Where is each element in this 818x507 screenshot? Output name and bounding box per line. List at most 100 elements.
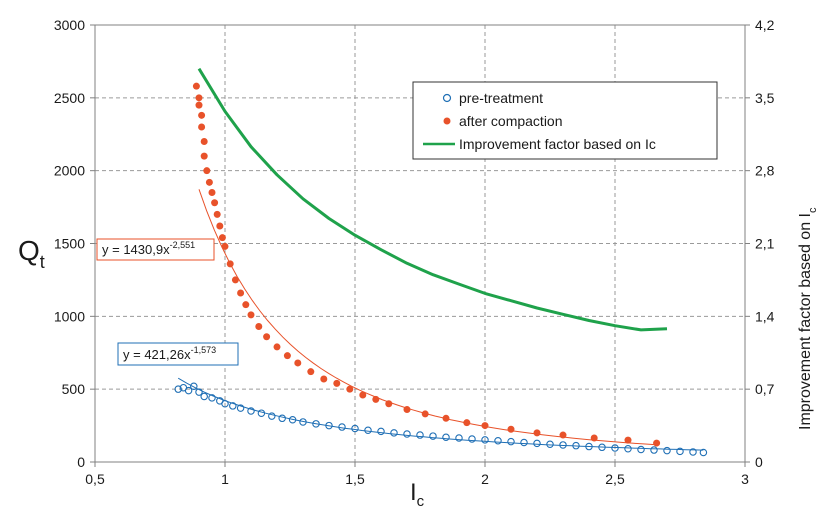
equation-after-compaction: y = 1430,9x-2,551 (96, 238, 215, 261)
after-compaction-point (403, 406, 411, 414)
after-compaction-point (213, 210, 221, 218)
pre-treatment-point (546, 440, 554, 448)
after-compaction-point (359, 391, 367, 399)
pre-treatment-point (221, 399, 229, 408)
y2-tick-label: 1,4 (755, 308, 775, 324)
pre-treatment-point (611, 444, 619, 452)
after-compaction-point (346, 385, 354, 393)
after-compaction-point (205, 178, 213, 186)
after-compaction-point (195, 101, 203, 109)
equation-box-after (96, 238, 215, 261)
equation-text-pre: y = 421,26x-1,573 (123, 345, 216, 362)
legend-marker-after-compaction (443, 117, 451, 125)
after-compaction-point (195, 94, 203, 102)
after-compaction-point (247, 311, 255, 319)
pre-treatment-point (190, 382, 198, 391)
pre-treatment-point (520, 438, 528, 447)
after-compaction-point (442, 414, 450, 422)
pre-treatment-point (689, 448, 697, 456)
y2-axis-title: Improvement factor based on Ic (797, 207, 818, 430)
y-axis-ticks: 0 500 1000 1500 2000 2500 3000 (54, 17, 95, 470)
x-tick-label: 3 (741, 471, 749, 487)
x-tick-label: 0,5 (85, 471, 105, 487)
pre-treatment-point (494, 436, 502, 445)
pre-treatment-point (572, 441, 580, 450)
x-axis-ticks: 0,5 1 1,5 2 2,5 3 (85, 462, 749, 487)
legend-box (412, 81, 718, 160)
pre-treatment-point (338, 423, 346, 431)
after-compaction-point (624, 436, 632, 444)
after-compaction-point (590, 434, 598, 442)
y-axis-title: Qt (18, 235, 45, 272)
after-compaction-point (294, 359, 302, 367)
pre-treatment-point (676, 447, 684, 456)
trendlines (177, 189, 704, 451)
pre-treatment-point (377, 427, 385, 436)
after-compaction-point (263, 333, 271, 341)
equation-text-after: y = 1430,9x-2,551 (102, 240, 195, 257)
x-tick-label: 1 (221, 471, 229, 487)
after-compaction-point (320, 375, 328, 383)
after-compaction-point (507, 425, 515, 433)
legend-marker-pre-treatment (442, 93, 452, 103)
y-tick-label: 2000 (54, 163, 85, 179)
pre-treatment-point (699, 448, 708, 457)
pre-treatment-point (236, 404, 245, 412)
y-tick-label: 1000 (54, 308, 85, 324)
legend-label-after-compaction: after compaction (459, 113, 563, 129)
legend: pre-treatment after compaction Improveme… (412, 81, 718, 160)
after-compaction-point (200, 138, 208, 146)
after-compaction-point (203, 167, 211, 175)
y-tick-label: 500 (62, 381, 86, 397)
pre-treatment-point (312, 420, 320, 428)
y2-tick-label: 0,7 (755, 381, 775, 397)
pre-treatment-point (174, 385, 182, 393)
y2-tick-label: 3,5 (755, 90, 775, 106)
y2-axis-ticks: 0 0,7 1,4 2,1 2,8 3,5 4,2 (745, 17, 775, 470)
pre-treatment-point (247, 407, 255, 415)
after-compaction-point (533, 429, 541, 437)
pre-treatment-point (257, 409, 266, 417)
after-compaction-point (273, 343, 281, 351)
pre-treatment-point (429, 432, 437, 440)
after-compaction-point (226, 260, 234, 268)
pre-treatment-point (325, 421, 333, 430)
after-compaction-point (242, 301, 250, 309)
after-compaction-point (198, 123, 206, 131)
y2-tick-label: 2,1 (755, 236, 775, 252)
pre-treatment-point (624, 444, 632, 453)
pre-treatment-point (278, 414, 286, 423)
after-compaction-point (385, 400, 393, 408)
after-compaction-point (192, 82, 200, 90)
y-tick-label: 1500 (54, 236, 85, 252)
after-compaction-point (481, 422, 489, 430)
after-compaction-point (200, 152, 208, 160)
pre-treatment-point (650, 446, 658, 454)
pre-treatment-point (416, 431, 424, 439)
pre-treatment-point (229, 402, 237, 410)
pre-treatment-point (507, 437, 515, 446)
after-compaction-point (221, 242, 229, 250)
y-tick-label: 0 (77, 454, 85, 470)
after-compaction-point (307, 368, 315, 376)
equation-box-pre (117, 342, 239, 366)
pre-treatment-point (403, 430, 411, 438)
after-compaction-point (653, 439, 661, 447)
pre-treatment-point (585, 442, 593, 451)
y2-tick-label: 0 (755, 454, 763, 470)
pre-treatment-point (468, 435, 476, 443)
improvement-factor-line (197, 67, 668, 332)
y2-tick-label: 4,2 (755, 17, 775, 33)
after-compaction-point (216, 222, 224, 230)
after-compaction-point (421, 410, 429, 418)
pre-treatment-point (364, 426, 372, 434)
after-compaction-point (255, 323, 263, 331)
after-compaction-point (231, 276, 239, 284)
after-compaction-point (372, 395, 380, 403)
x-tick-label: 1,5 (345, 471, 365, 487)
y2-tick-label: 2,8 (755, 163, 775, 179)
trendline (177, 377, 704, 451)
pre-treatment-point (442, 433, 450, 441)
equation-pre-treatment: y = 421,26x-1,573 (117, 342, 239, 366)
